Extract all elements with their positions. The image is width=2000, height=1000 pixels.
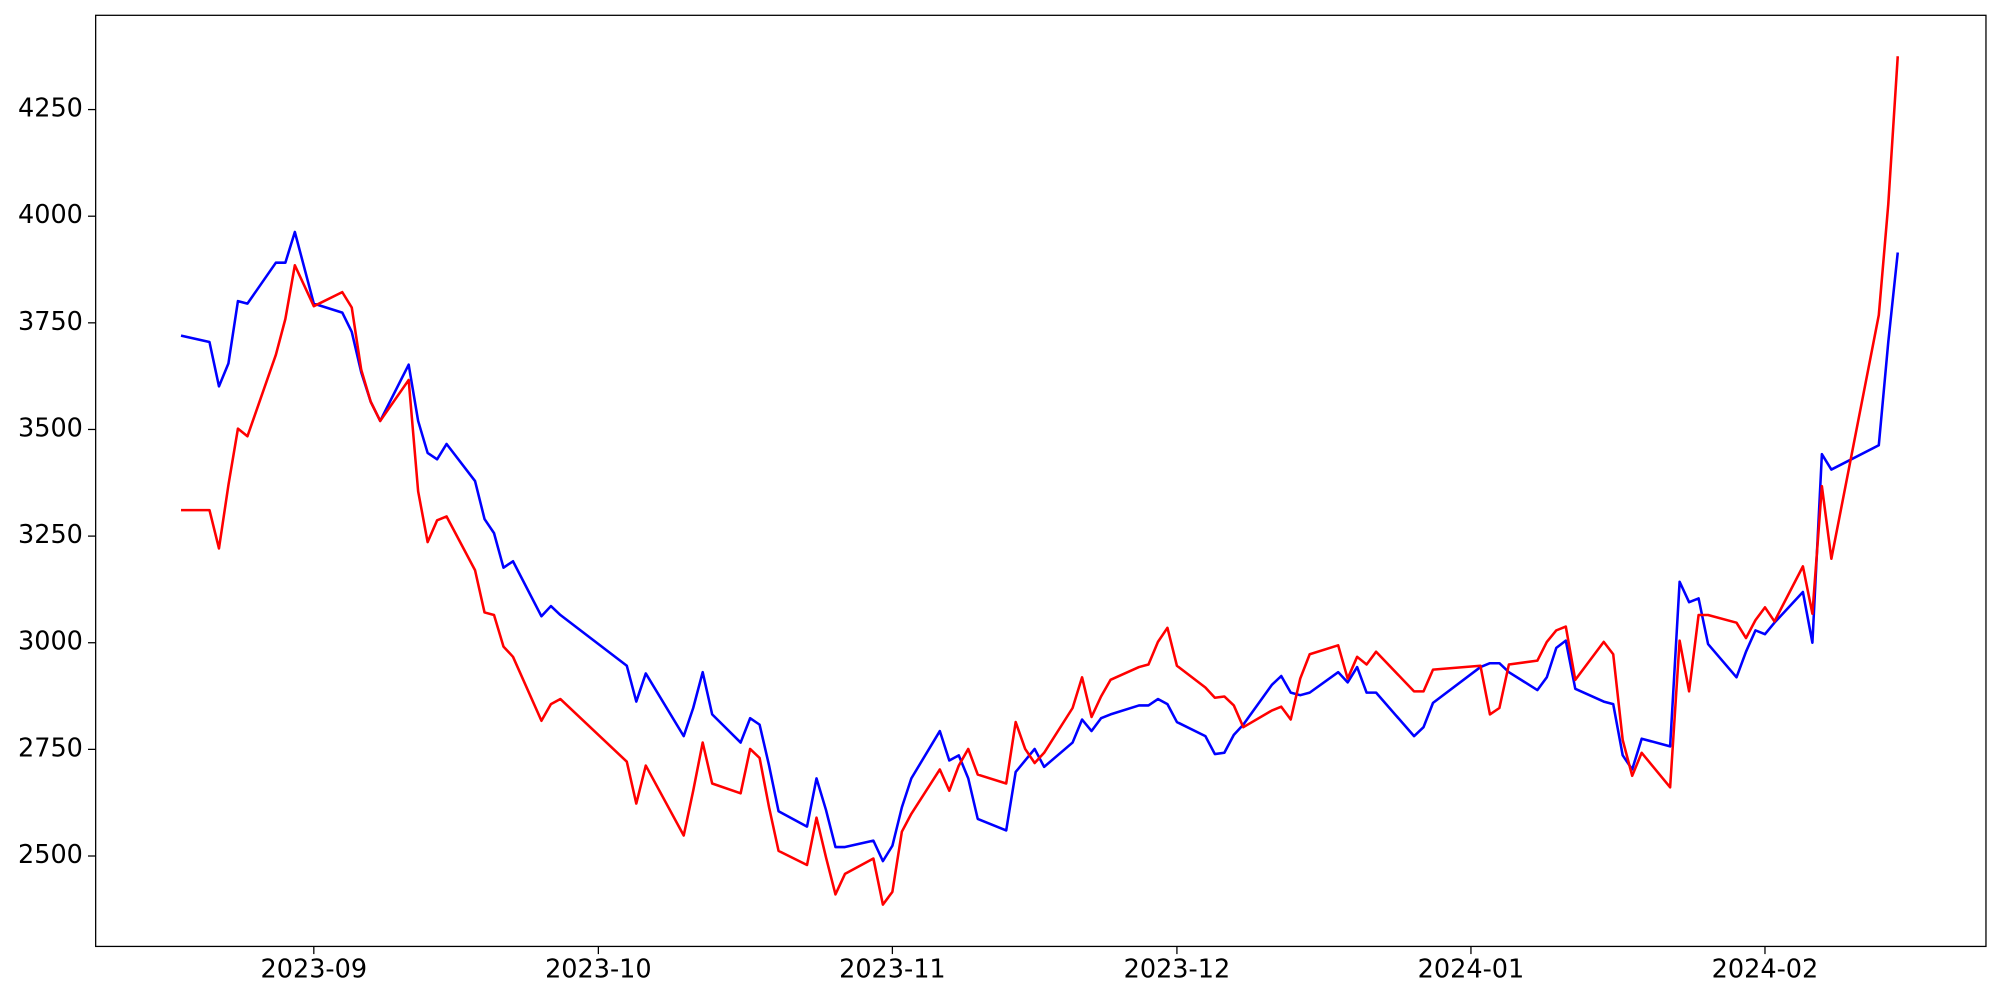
y-tick-label: 2750 [18,733,83,763]
y-tick-label: 3500 [18,413,83,443]
x-tick-label: 2023-12 [1124,955,1231,985]
plot-frame [95,14,1987,948]
series-line [180,230,1900,863]
y-tick-label: 2500 [18,840,83,870]
x-tick-label: 2023-09 [261,955,368,985]
y-tick-label: 3250 [18,520,83,550]
series-line [181,56,1900,906]
x-tick-label: 2023-11 [839,955,946,985]
y-tick-label: 4250 [18,94,83,124]
y-tick-label: 3000 [18,627,83,657]
x-tick-label: 2023-10 [545,955,652,985]
y-tick-label: 3750 [18,307,83,337]
x-tick-label: 2024-01 [1418,955,1525,985]
y-tick-label: 4000 [18,200,83,230]
x-tick-label: 2024-02 [1712,955,1819,985]
